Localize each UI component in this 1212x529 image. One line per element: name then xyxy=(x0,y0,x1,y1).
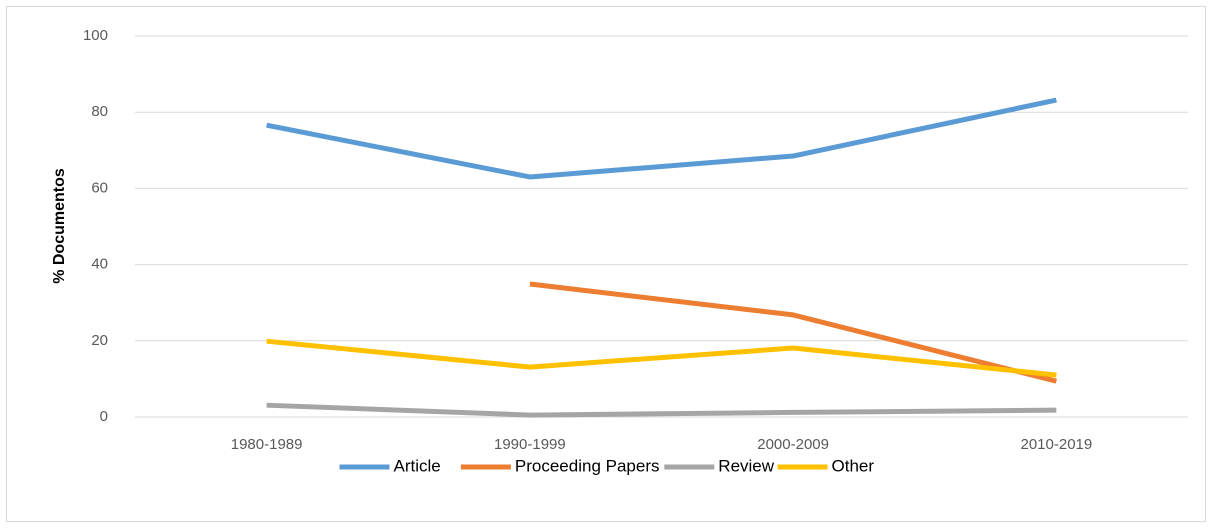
x-tick-label: 1980-1989 xyxy=(231,436,303,453)
series-line xyxy=(266,97,1057,180)
series-line xyxy=(266,402,1057,418)
y-tick-label: 60 xyxy=(91,179,108,196)
y-tick-label: 80 xyxy=(91,103,108,120)
y-tick-label: 20 xyxy=(91,332,108,349)
y-tick-label: 0 xyxy=(100,408,108,425)
legend-label: Article xyxy=(394,456,441,475)
legend-label: Other xyxy=(832,456,875,475)
series-line xyxy=(529,281,1057,384)
legend-label: Review xyxy=(718,456,774,475)
y-tick-label: 100 xyxy=(83,27,108,44)
legend-label: Proceeding Papers xyxy=(515,456,660,475)
x-tick-label: 1990-1999 xyxy=(494,436,566,453)
chart-frame xyxy=(6,6,1206,522)
y-tick-label: 40 xyxy=(91,256,108,273)
y-axis-label: % Documentos xyxy=(51,168,68,284)
x-tick-label: 2010-2019 xyxy=(1021,436,1093,453)
x-tick-label: 2000-2009 xyxy=(757,436,829,453)
series-line xyxy=(266,338,1057,378)
